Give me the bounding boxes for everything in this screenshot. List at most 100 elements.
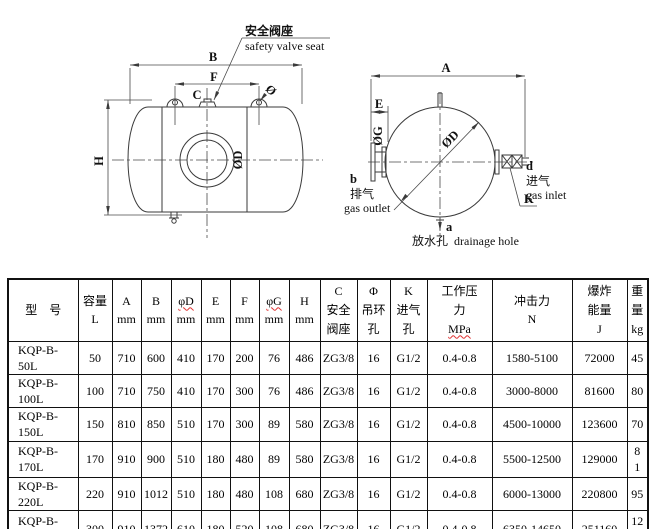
value-cell: G1/2 (389, 407, 428, 442)
outlet-point-label: b (350, 172, 357, 186)
column-header: φD mm (170, 278, 202, 342)
column-header-line: B (151, 293, 160, 308)
dim-label-K: K (524, 192, 534, 206)
value-cell: 4500-10000 (491, 407, 573, 442)
safety-valve-seat-shape (198, 101, 217, 108)
model-cell: KQP-B-150L (7, 407, 79, 442)
value-cell: 300 (229, 373, 260, 409)
value-cell: 410 (170, 340, 202, 375)
value-cell: 80 (626, 373, 649, 409)
column-header-line: 量 (631, 302, 644, 317)
value-cell: ZG3/8 (319, 510, 358, 529)
column-header-line: 冲击力 (513, 293, 550, 308)
column-header-line: 力 (453, 302, 466, 317)
inlet-valve-x (511, 154, 523, 169)
value-cell: 5500-12500 (491, 440, 573, 478)
value-cell: 0.4-0.8 (426, 476, 493, 512)
column-header-line: Φ (369, 284, 378, 299)
value-cell: G1/2 (389, 373, 428, 409)
column-header: 重量 kg (626, 278, 649, 342)
dim-label-lug-hole: Ø (262, 82, 279, 99)
value-cell: 810 (111, 407, 142, 442)
value-cell: 300 (77, 510, 113, 529)
outlet-collar (381, 146, 387, 178)
column-header: 冲击力 N (491, 278, 573, 342)
table-row: KQP-B-100L 100 710 750 410 170 300 76 486 ZG3/8 16… (7, 373, 649, 409)
value-cell: 12 5 (626, 510, 649, 529)
value-cell: 180 (200, 510, 231, 529)
value-cell: 16 (356, 373, 391, 409)
value-cell: 251160 (571, 510, 628, 529)
value-cell: 108 (258, 510, 290, 529)
column-header-line: 阀座 (326, 321, 351, 336)
drain-fitting-bolt (171, 218, 177, 224)
value-cell: 3000-8000 (491, 373, 573, 409)
tank-side-view-diagram: ØD B F C (92, 23, 330, 238)
column-header-line: 爆炸 (587, 284, 612, 299)
value-cell: 89 (258, 440, 290, 478)
column-header: 工作压力 MPa (426, 278, 493, 342)
column-header-line: 能量 (587, 302, 612, 317)
value-cell: 580 (288, 407, 321, 442)
table-row: KQP-B-150L 150 810 850 510 170 300 89 580 ZG3/8 16… (7, 407, 649, 442)
value-cell: 76 (258, 340, 290, 375)
column-header-line: φG (266, 293, 282, 308)
column-header-line: 安全 (326, 302, 351, 317)
manhole-inner (186, 139, 228, 181)
column-header-line: E (211, 293, 220, 308)
value-cell: 510 (170, 407, 202, 442)
spec-table-body: KQP-B-50L 50 710 600 410 170 200 76 486 ZG3/8 16 G1… (7, 340, 649, 529)
value-cell: 710 (111, 373, 142, 409)
column-header-line: mm (206, 312, 225, 327)
dim-label-E: E (375, 97, 383, 111)
value-cell: 180 (200, 440, 231, 478)
value-cell: 8 1 (626, 440, 649, 478)
value-cell: 1580-5100 (491, 340, 573, 375)
value-cell: 910 (111, 440, 142, 478)
column-header: 型 号 (7, 278, 79, 342)
safety-valve-seat-label-en: safety valve seat (245, 39, 325, 53)
value-cell: ZG3/8 (319, 407, 358, 442)
dim-label-OD: ØD (231, 151, 245, 170)
value-cell: 480 (229, 476, 260, 512)
column-header-line: L (91, 312, 99, 327)
value-cell: 0.4-0.8 (426, 510, 493, 529)
value-cell: G1/2 (389, 440, 428, 478)
value-cell: 486 (288, 340, 321, 375)
value-cell: ZG3/8 (319, 373, 358, 409)
value-cell: 76 (258, 373, 290, 409)
column-header-line: F (241, 293, 248, 308)
value-cell: ZG3/8 (319, 340, 358, 375)
value-cell: 170 (200, 340, 231, 375)
column-header-line: N (527, 312, 537, 327)
column-header-line: 工作压 (441, 284, 478, 299)
dim-label-OG: ØG (371, 126, 385, 146)
value-cell: 510 (170, 440, 202, 478)
column-header-line: mm (176, 312, 196, 327)
drain-label-cn: 放水孔 (412, 233, 448, 248)
dim-arrow (401, 193, 409, 201)
inlet-collar (494, 149, 500, 175)
value-cell: 72000 (571, 340, 628, 375)
safety-valve-seat-label-cn: 安全阀座 (245, 23, 293, 38)
value-cell: 45 (626, 340, 649, 375)
value-cell: 480 (229, 440, 260, 478)
value-cell: 600 (140, 340, 172, 375)
value-cell: 900 (140, 440, 172, 478)
value-cell: ZG3/8 (319, 440, 358, 478)
value-cell: 100 (77, 373, 113, 409)
column-header: C 安全 阀座 (319, 278, 358, 342)
value-cell: 0.4-0.8 (426, 407, 493, 442)
value-cell: 70 (626, 407, 649, 442)
column-header-line: mm (295, 312, 314, 327)
value-cell: 108 (258, 476, 290, 512)
model-cell: KQP-B-300L (7, 510, 79, 529)
value-cell: 300 (229, 407, 260, 442)
value-cell: 0.4-0.8 (426, 440, 493, 478)
column-header-line: 容量 (82, 293, 107, 308)
column-header: 爆炸 能量 J (571, 278, 628, 342)
